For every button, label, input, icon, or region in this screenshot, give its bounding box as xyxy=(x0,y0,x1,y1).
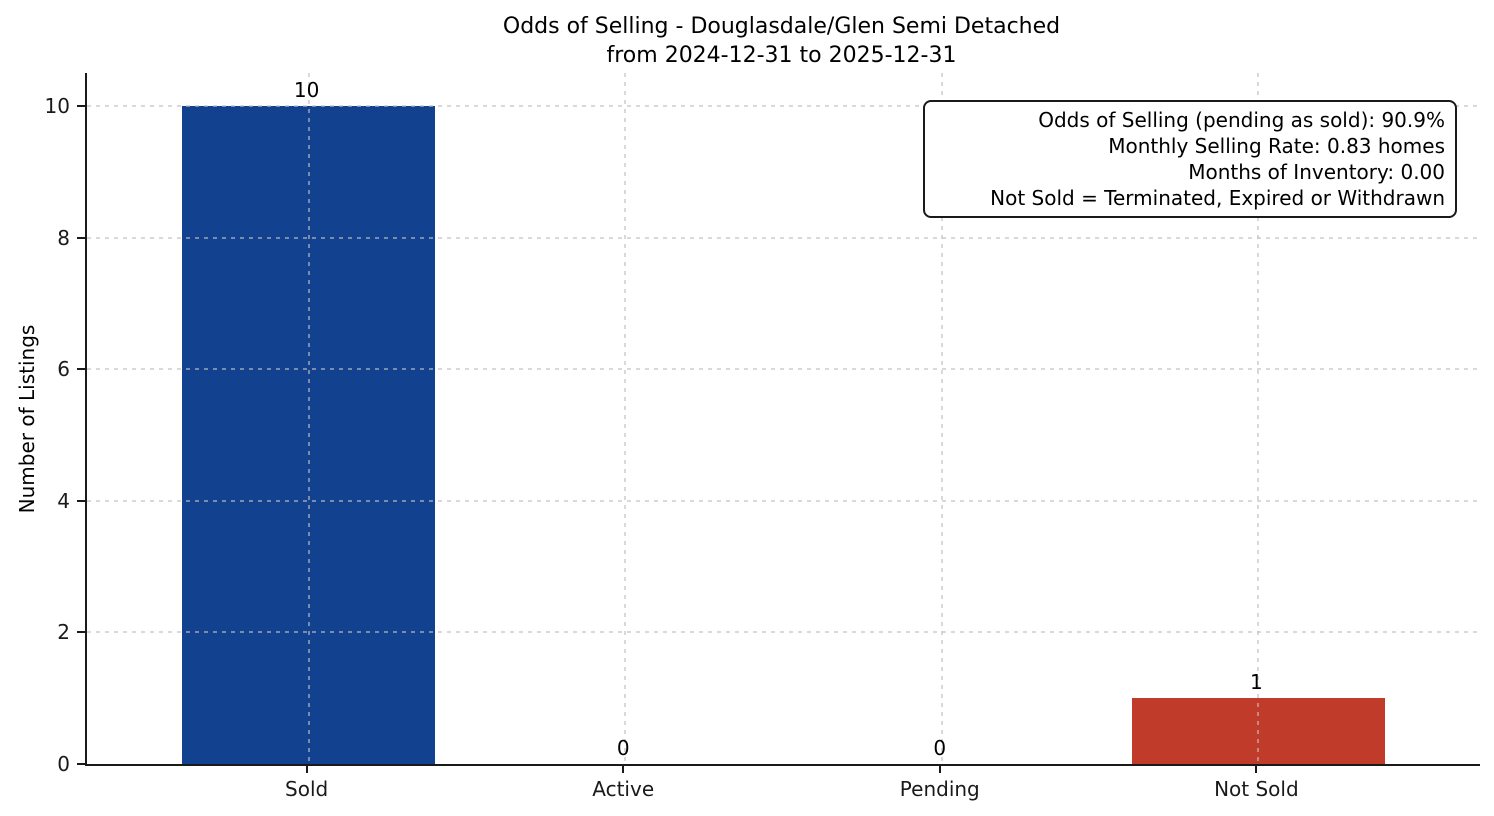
x-tick-label: Active xyxy=(592,777,655,801)
annotation-line: Monthly Selling Rate: 0.83 homes xyxy=(1108,134,1445,158)
x-tick-label: Sold xyxy=(285,777,329,801)
chart-title-line1: Odds of Selling - Douglasdale/Glen Semi … xyxy=(502,14,1061,39)
bar xyxy=(181,105,436,764)
annotation-lines: Odds of Selling (pending as sold): 90.9%… xyxy=(935,107,1445,211)
y-tick xyxy=(77,763,85,765)
y-tick xyxy=(77,499,85,502)
annotation-box: Odds of Selling (pending as sold): 90.9%… xyxy=(923,100,1457,218)
x-tick xyxy=(305,766,308,773)
chart-title-line2: from 2024-12-31 to 2025-12-31 xyxy=(606,43,957,68)
y-axis-label: Number of Listings xyxy=(15,324,39,514)
x-tick xyxy=(938,766,941,773)
y-tick xyxy=(77,368,85,371)
y-tick-label: 8 xyxy=(57,225,70,250)
annotation-line: Not Sold = Terminated, Expired or Withdr… xyxy=(990,186,1445,210)
y-tick xyxy=(77,631,85,634)
gridline-v xyxy=(624,73,627,764)
bar-value-label: 1 xyxy=(1250,670,1263,695)
chart-title: Odds of Selling - Douglasdale/Glen Semi … xyxy=(85,12,1478,70)
y-tick-label: 2 xyxy=(57,620,70,645)
y-tick-label: 10 xyxy=(44,93,70,118)
bar xyxy=(1131,698,1386,764)
y-tick xyxy=(77,236,85,239)
bar-value-label: 0 xyxy=(933,736,947,760)
x-tick-label: Not Sold xyxy=(1214,777,1299,801)
annotation-line: Odds of Selling (pending as sold): 90.9% xyxy=(1038,108,1445,132)
bar-value-label: 0 xyxy=(616,736,630,760)
plot-area xyxy=(85,73,1480,766)
y-tick-label: 0 xyxy=(57,752,70,776)
y-tick xyxy=(77,104,85,107)
x-tick-label: Pending xyxy=(899,777,980,801)
x-tick xyxy=(1255,766,1258,773)
bar-value-label: 10 xyxy=(293,77,320,102)
y-tick-label: 6 xyxy=(57,357,70,382)
y-tick-label: 4 xyxy=(57,488,70,513)
x-tick xyxy=(622,766,625,773)
annotation-line: Months of Inventory: 0.00 xyxy=(1188,160,1445,184)
